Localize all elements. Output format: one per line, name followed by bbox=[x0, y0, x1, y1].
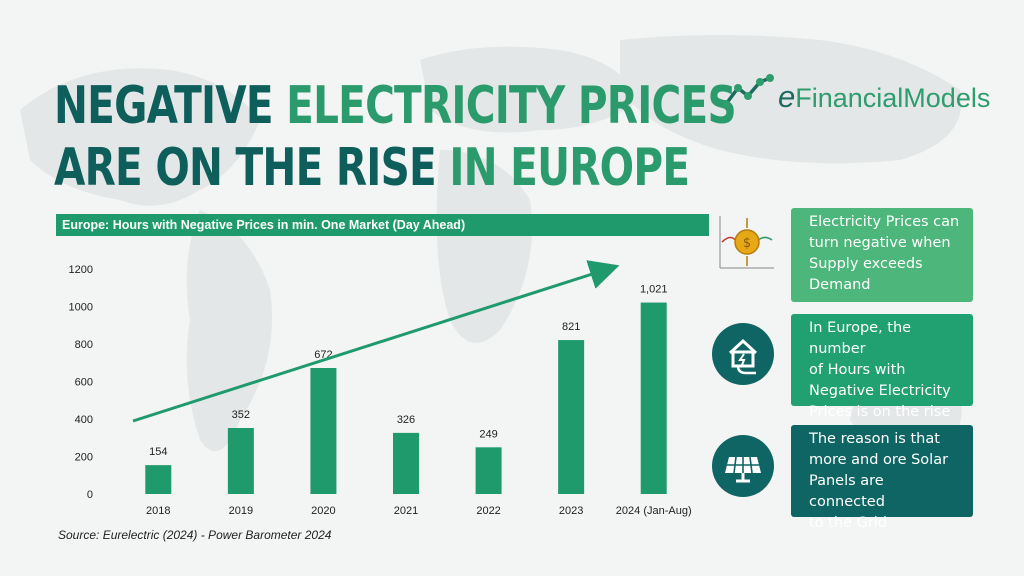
x-tick-label: 2020 bbox=[311, 505, 335, 517]
y-tick-label: 200 bbox=[75, 452, 93, 464]
y-tick-label: 800 bbox=[75, 339, 93, 351]
info-line: In Europe, the number bbox=[809, 320, 912, 357]
logo-brand: FinancialModels bbox=[795, 83, 991, 113]
title-line-2: ARE ON THE RISE IN EUROPE bbox=[54, 137, 736, 199]
trend-arrow bbox=[132, 260, 620, 423]
data-label: 154 bbox=[149, 446, 167, 458]
svg-text:$: $ bbox=[743, 236, 751, 251]
title-negative: NEGATIVE bbox=[54, 76, 274, 136]
info-line: Panels are connected bbox=[809, 473, 885, 510]
info-line: to the Grid bbox=[809, 515, 888, 531]
title-on-the-rise: ARE ON THE RISE bbox=[54, 138, 437, 198]
bar bbox=[145, 465, 172, 494]
house-electricity-icon bbox=[712, 323, 774, 385]
info-line: Supply exceeds bbox=[809, 256, 923, 272]
logo-chart-icon bbox=[722, 74, 774, 108]
data-label: 249 bbox=[479, 428, 497, 440]
info-line: Negative Electricity bbox=[809, 383, 951, 399]
coin-chart-icon: $ bbox=[719, 216, 774, 269]
x-tick-label: 2024 (Jan-Aug) bbox=[616, 505, 692, 517]
title-electricity-prices: ELECTRICITY PRICES bbox=[286, 76, 737, 136]
page-title: NEGATIVE ELECTRICITY PRICES ARE ON THE R… bbox=[54, 75, 737, 199]
x-tick-label: 2018 bbox=[146, 505, 170, 517]
info-box-negative-prices: Electricity Prices can turn negative whe… bbox=[791, 208, 973, 302]
y-tick-label: 0 bbox=[87, 489, 93, 501]
chart-header: Europe: Hours with Negative Prices in mi… bbox=[56, 214, 709, 236]
bar bbox=[310, 368, 337, 494]
bar bbox=[640, 302, 667, 494]
y-tick-label: 400 bbox=[75, 414, 93, 426]
info-line: turn negative when bbox=[809, 235, 951, 251]
info-box-solar-reason: The reason is that more and ore Solar Pa… bbox=[791, 425, 973, 531]
info-box-hours-rising: In Europe, the number of Hours with Nega… bbox=[791, 314, 973, 420]
y-tick-label: 1000 bbox=[69, 302, 93, 314]
info-line: Electricity Prices can bbox=[809, 214, 960, 230]
data-label: 352 bbox=[232, 409, 250, 421]
title-in-europe: IN EUROPE bbox=[449, 138, 690, 198]
y-tick-label: 600 bbox=[75, 377, 93, 389]
x-tick-label: 2019 bbox=[229, 505, 253, 517]
y-tick-label: 1200 bbox=[69, 264, 93, 276]
logo-e: e bbox=[778, 79, 796, 114]
title-line-1: NEGATIVE ELECTRICITY PRICES bbox=[54, 75, 737, 137]
data-label: 326 bbox=[397, 414, 415, 426]
bar bbox=[558, 340, 585, 494]
info-line: more and ore Solar bbox=[809, 452, 949, 468]
source-note: Source: Eurelectric (2024) - Power Barom… bbox=[58, 528, 332, 542]
bar bbox=[475, 447, 502, 494]
x-tick-label: 2023 bbox=[559, 505, 583, 517]
bar bbox=[227, 428, 254, 494]
solar-panel-icon bbox=[712, 435, 774, 497]
bar bbox=[393, 432, 419, 494]
info-line: The reason is that bbox=[809, 431, 940, 447]
logo-text: eFinancialModels bbox=[778, 79, 990, 115]
x-tick-label: 2021 bbox=[394, 505, 418, 517]
info-line: Demand bbox=[809, 277, 871, 293]
data-label: 1,021 bbox=[640, 284, 668, 296]
x-tick-label: 2022 bbox=[476, 505, 500, 517]
data-label: 821 bbox=[562, 321, 580, 333]
info-line: Prices is on the rise bbox=[809, 404, 951, 420]
info-line: of Hours with bbox=[809, 362, 906, 378]
